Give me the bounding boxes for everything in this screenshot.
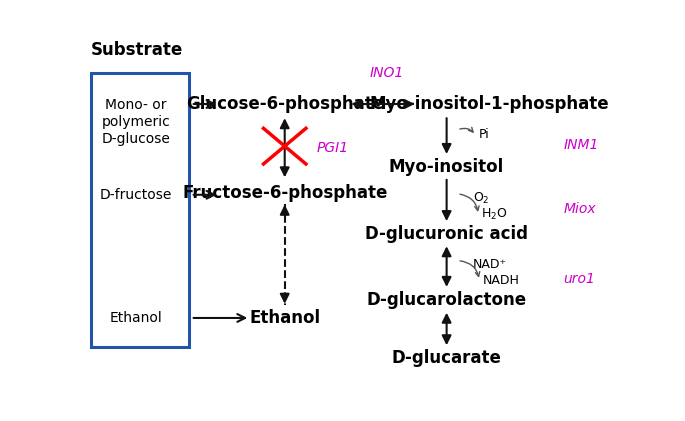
Text: uro1: uro1 [563, 272, 595, 286]
Text: Myo-inositol-1-phosphate: Myo-inositol-1-phosphate [369, 95, 609, 113]
Text: Pi: Pi [478, 128, 489, 141]
Text: Mono- or
polymeric
D-glucose: Mono- or polymeric D-glucose [101, 98, 171, 146]
Text: D-glucarolactone: D-glucarolactone [366, 291, 527, 309]
Text: INO1: INO1 [370, 66, 404, 80]
Text: Ethanol: Ethanol [249, 309, 321, 327]
Text: Miox: Miox [563, 203, 596, 216]
Text: H$_2$O: H$_2$O [481, 207, 508, 222]
Text: Glucose-6-phosphate: Glucose-6-phosphate [186, 95, 384, 113]
Text: NAD⁺: NAD⁺ [473, 258, 508, 271]
Text: Fructose-6-phosphate: Fructose-6-phosphate [182, 184, 388, 202]
Text: PGI1: PGI1 [316, 141, 349, 155]
Text: Substrate: Substrate [91, 40, 183, 59]
Text: O$_2$: O$_2$ [473, 190, 490, 205]
Text: D-glucarate: D-glucarate [392, 349, 501, 368]
Text: NADH: NADH [483, 274, 520, 287]
Text: D-glucuronic acid: D-glucuronic acid [365, 225, 528, 242]
Text: Myo-inositol: Myo-inositol [389, 158, 504, 176]
Text: Ethanol: Ethanol [110, 311, 162, 325]
FancyBboxPatch shape [91, 73, 189, 347]
Text: D-fructose: D-fructose [100, 188, 172, 202]
Text: INM1: INM1 [563, 138, 599, 152]
